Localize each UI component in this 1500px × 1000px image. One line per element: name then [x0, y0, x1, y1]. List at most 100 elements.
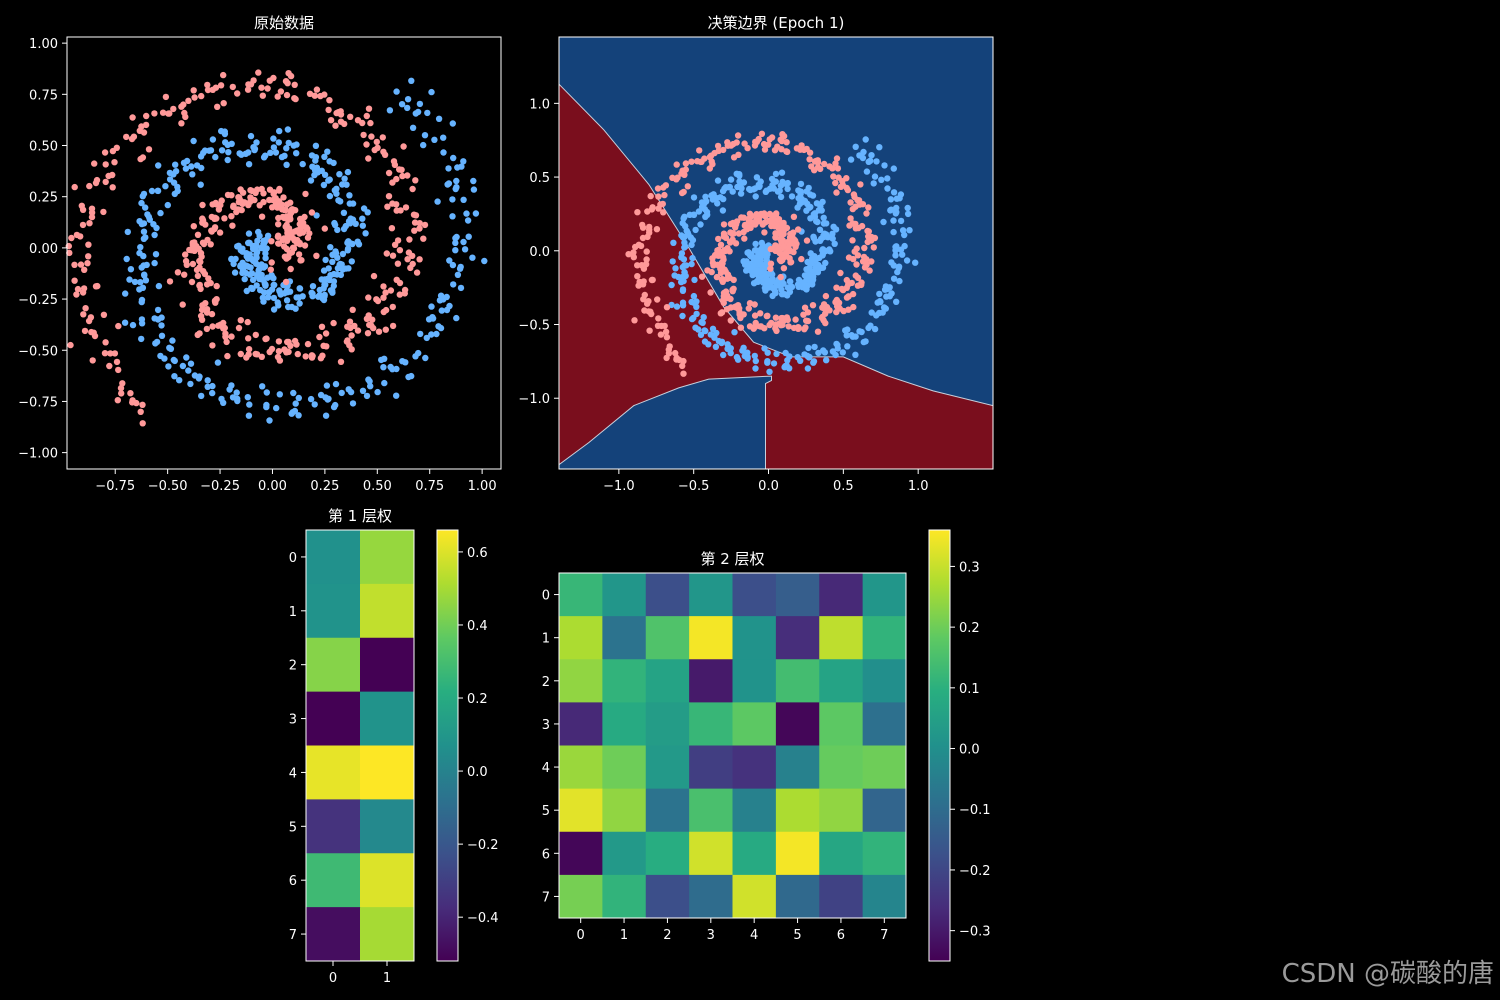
class0-point	[705, 341, 712, 348]
class1-point	[346, 318, 354, 325]
class0-point	[770, 360, 778, 367]
layer2-cell	[645, 573, 690, 617]
class1-point	[783, 148, 790, 155]
class0-point	[296, 285, 303, 292]
class0-point	[453, 233, 460, 241]
layer1-ytick-label: 2	[289, 659, 297, 674]
layer2-cell	[732, 788, 777, 833]
class1-point	[107, 350, 114, 357]
class0-point	[713, 194, 720, 202]
class1-point	[696, 147, 703, 154]
layer2-xtick-label: 3	[707, 928, 715, 943]
class1-point	[252, 331, 259, 339]
class0-point	[460, 158, 467, 165]
class0-point	[142, 204, 149, 211]
layer1-colorbar-label: 0.2	[467, 692, 488, 707]
layer1-cell	[306, 691, 361, 747]
class1-point	[630, 254, 637, 261]
class1-point	[655, 205, 662, 212]
class1-point	[833, 189, 840, 196]
class1-point	[751, 301, 758, 308]
layer2-cell	[775, 831, 820, 876]
class0-point	[311, 401, 318, 408]
class0-point	[354, 238, 361, 245]
class1-point	[770, 220, 777, 228]
class0-point	[420, 141, 427, 149]
class1-point	[82, 305, 89, 312]
class0-point	[172, 168, 180, 175]
class0-point	[695, 326, 702, 333]
class0-point	[151, 231, 158, 239]
raw-data-title: 原始数据	[254, 14, 314, 32]
layer2-colorbar-label: −0.2	[959, 864, 991, 879]
class1-point	[412, 212, 420, 219]
class1-point	[707, 152, 715, 159]
class0-point	[758, 239, 765, 247]
layer1-xtick-label: 1	[383, 971, 391, 986]
class1-point	[174, 269, 182, 276]
class1-point	[854, 274, 862, 281]
class0-point	[863, 168, 871, 175]
class0-point	[826, 246, 833, 253]
class0-point	[844, 343, 851, 350]
class1-point	[814, 328, 822, 335]
class1-point	[648, 310, 655, 318]
class1-point	[416, 220, 423, 227]
class0-point	[158, 332, 166, 339]
class0-point	[387, 363, 394, 371]
class0-point	[769, 292, 776, 300]
class0-point	[285, 303, 292, 311]
class0-point	[183, 354, 190, 361]
class0-point	[151, 259, 158, 267]
raw-data-ytick-label: −0.50	[18, 344, 58, 359]
layer1-cell	[360, 530, 415, 585]
class1-point	[254, 186, 261, 193]
class1-point	[655, 315, 662, 322]
class1-point	[209, 86, 216, 94]
class0-point	[339, 266, 346, 273]
class1-point	[688, 158, 695, 165]
class0-point	[415, 349, 422, 357]
class0-point	[276, 391, 283, 398]
class0-point	[218, 147, 226, 154]
class1-point	[382, 306, 390, 314]
class0-point	[712, 343, 720, 350]
class0-point	[127, 266, 135, 273]
class1-point	[234, 90, 241, 97]
class0-point	[381, 355, 388, 362]
class1-point	[870, 244, 877, 251]
class0-point	[764, 359, 771, 366]
class0-point	[688, 315, 696, 323]
class1-point	[765, 141, 772, 148]
class1-point	[81, 266, 88, 273]
class1-point	[266, 196, 273, 204]
class0-point	[440, 134, 447, 141]
class1-point	[189, 242, 196, 249]
class0-point	[381, 379, 388, 387]
class0-point	[882, 305, 889, 312]
class0-point	[737, 190, 745, 197]
class0-point	[349, 200, 357, 207]
layer1-ytick-label: 5	[289, 820, 297, 835]
layer2-xtick-label: 0	[577, 928, 585, 943]
layer2-cell	[559, 702, 603, 747]
class1-point	[255, 69, 262, 76]
class0-point	[121, 319, 129, 326]
class1-point	[808, 163, 815, 170]
class1-point	[680, 188, 687, 196]
decision-boundary-xtick-label: 0.5	[833, 479, 854, 494]
class0-point	[209, 389, 216, 397]
class1-point	[85, 253, 92, 260]
class1-point	[726, 248, 733, 255]
class0-point	[331, 219, 338, 227]
class1-point	[380, 283, 387, 290]
class1-point	[370, 272, 378, 280]
class0-point	[325, 265, 332, 272]
class0-point	[322, 412, 330, 419]
class1-point	[722, 234, 730, 241]
class0-point	[449, 196, 456, 203]
layer1-colorbar-label: 0.6	[467, 546, 488, 561]
class0-point	[457, 284, 465, 292]
class0-point	[158, 314, 165, 321]
class1-point	[327, 117, 335, 124]
